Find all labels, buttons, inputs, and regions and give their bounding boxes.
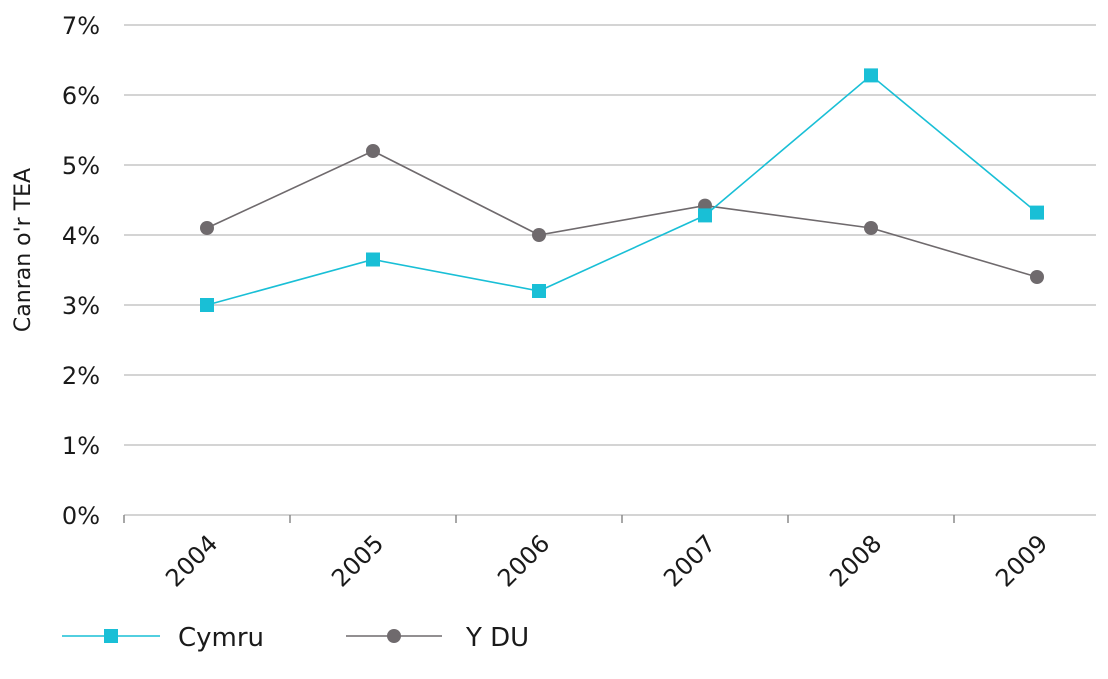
data-point	[864, 68, 878, 83]
legend-label: Cymru	[178, 623, 264, 653]
x-tick-label: 2008	[824, 529, 887, 592]
y-tick-label: 0%	[62, 502, 100, 530]
legend: Cymru Y DU	[62, 623, 529, 653]
x-tick-label: 2009	[990, 529, 1053, 592]
y-tick-label: 2%	[62, 362, 100, 390]
legend-label: Y DU	[465, 623, 529, 653]
x-axis: 2004 2005 2006 2007 2008 2009	[123, 514, 1096, 592]
legend-marker	[387, 629, 401, 643]
x-tick-label: 2004	[160, 529, 223, 592]
legend-item-y-du: Y DU	[346, 623, 529, 653]
data-point	[1030, 270, 1044, 284]
series-line	[206, 150, 1038, 278]
series-layer	[200, 68, 1044, 312]
data-point	[200, 221, 214, 235]
series-line	[206, 74, 1038, 306]
data-point	[1030, 205, 1044, 220]
x-tick-label: 2005	[326, 529, 389, 592]
data-point	[200, 298, 214, 312]
data-point	[532, 284, 546, 298]
gridlines	[124, 24, 1096, 446]
series-cymru	[200, 68, 1044, 312]
data-point	[366, 144, 380, 158]
y-tick-label: 1%	[62, 432, 100, 460]
data-point	[366, 252, 380, 267]
y-tick-label: 4%	[62, 222, 100, 250]
y-tick-label: 3%	[62, 292, 100, 320]
y-tick-label: 5%	[62, 152, 100, 180]
y-axis-title: Canran o'r TEA	[11, 168, 36, 332]
legend-marker	[104, 629, 118, 643]
y-axis-ticks: 0% 1% 2% 3% 4% 5% 6% 7%	[62, 12, 100, 530]
legend-item-cymru: Cymru	[62, 623, 264, 653]
y-tick-label: 6%	[62, 82, 100, 110]
series-y-du	[200, 144, 1044, 284]
data-point	[698, 208, 712, 223]
x-tick-label: 2007	[658, 529, 721, 592]
x-tick-label: 2006	[492, 529, 555, 592]
data-point	[532, 228, 546, 242]
data-point	[864, 221, 878, 235]
y-tick-label: 7%	[62, 12, 100, 40]
